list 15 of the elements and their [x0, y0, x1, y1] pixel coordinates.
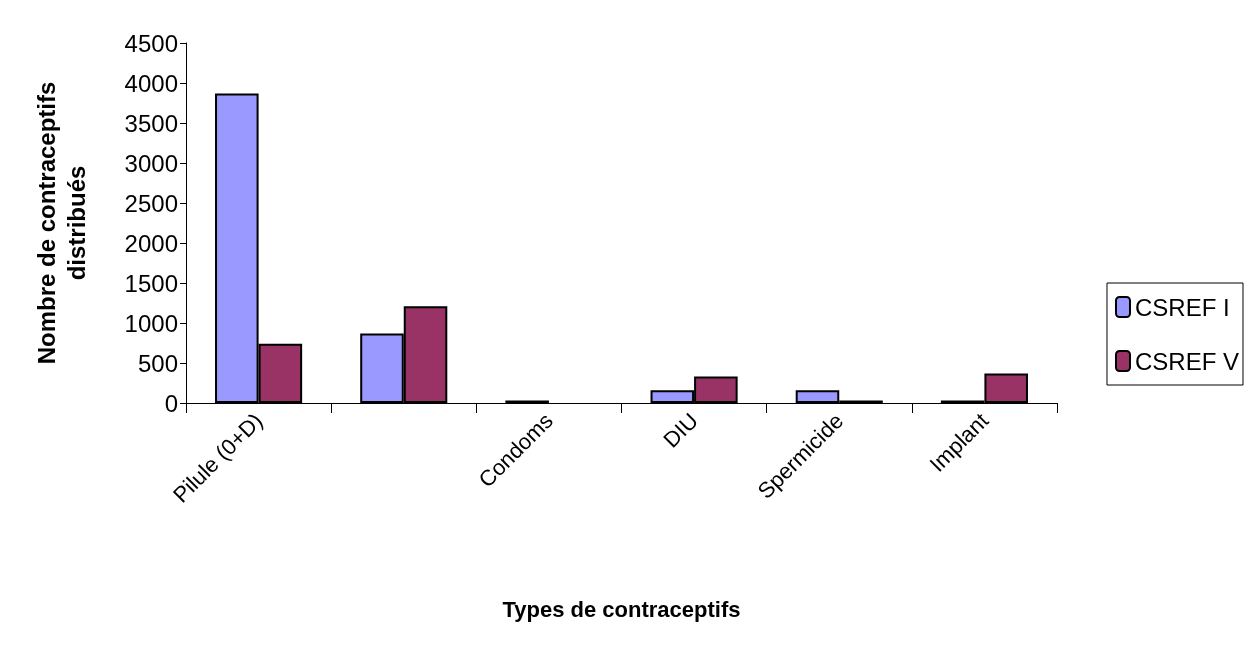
y-tick-label: 4000: [124, 69, 178, 97]
legend-label: CSREF V: [1134, 347, 1239, 375]
x-tick-label: DIU: [658, 408, 703, 453]
y-tick-label: 3500: [124, 109, 178, 137]
y-tick-label: 3000: [124, 149, 178, 177]
y-tick-label: 2000: [124, 229, 178, 257]
y-tick-label: 0: [164, 389, 178, 417]
legend-label: CSREF I: [1134, 293, 1230, 321]
y-tick-label: 1500: [124, 269, 178, 297]
y-tick-label: 4500: [124, 29, 178, 57]
y-tick-label: 500: [137, 349, 178, 377]
y-axis-title: Nombre de contraceptifs distribués: [32, 81, 90, 365]
y-tick-label: 1000: [124, 309, 178, 337]
x-axis-title: Types de contraceptifs: [502, 596, 741, 622]
y-tick-label: 2500: [124, 189, 178, 217]
